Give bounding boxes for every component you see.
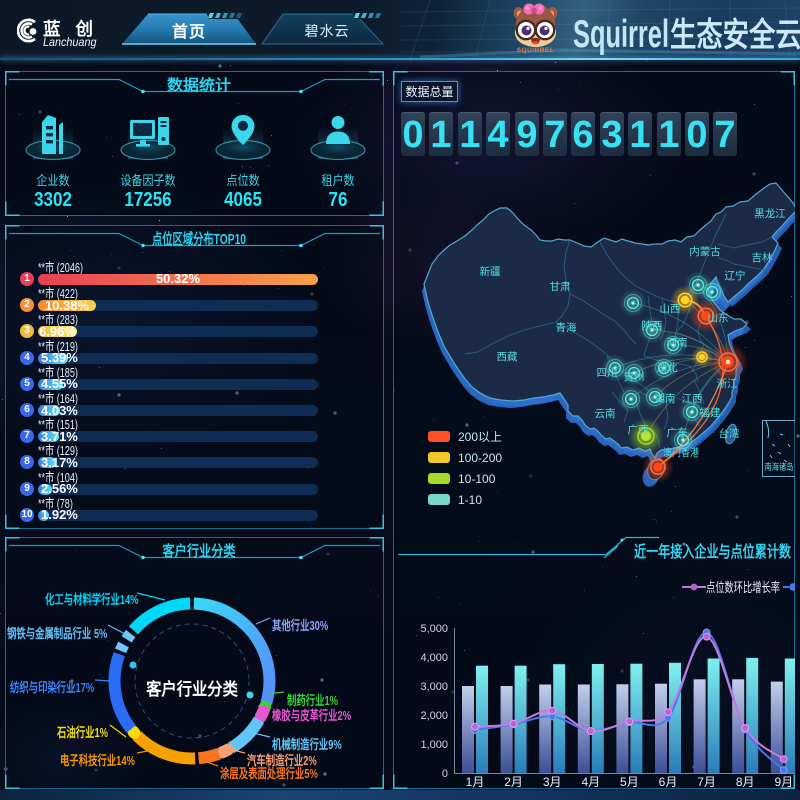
svg-text:湖南: 湖南	[655, 392, 676, 405]
svg-text:云南: 云南	[595, 407, 616, 420]
svg-text:广东: 广东	[667, 426, 688, 439]
svg-text:200以上: 200以上	[458, 430, 502, 444]
svg-text:陕西: 陕西	[642, 319, 663, 332]
svg-text:2,000: 2,000	[420, 710, 448, 722]
svg-text:福建: 福建	[700, 406, 721, 419]
svg-text:近一年接入企业与点位累计数: 近一年接入企业与点位累计数	[634, 542, 792, 561]
svg-text:贵州: 贵州	[624, 370, 645, 383]
svg-text:6月: 6月	[659, 775, 678, 789]
svg-text:数据统计: 数据统计	[167, 76, 231, 94]
svg-text:1月: 1月	[466, 775, 485, 789]
svg-text:Squirrel: Squirrel	[573, 13, 669, 56]
svg-text:江西: 江西	[682, 393, 703, 405]
svg-text:广西: 广西	[628, 424, 649, 436]
svg-text:7月: 7月	[697, 775, 716, 789]
svg-text:首页: 首页	[172, 22, 206, 41]
svg-text:5,000: 5,000	[420, 623, 448, 635]
svg-text:5月: 5月	[620, 775, 639, 789]
svg-text:碧水云: 碧水云	[305, 23, 350, 39]
svg-text:3月: 3月	[543, 775, 562, 789]
svg-text:西藏: 西藏	[497, 351, 518, 363]
svg-text:四川: 四川	[597, 367, 618, 379]
svg-text:9月: 9月	[774, 775, 793, 789]
svg-text:湖北: 湖北	[657, 362, 678, 374]
svg-text:2月: 2月	[504, 775, 523, 789]
svg-text:0: 0	[442, 768, 448, 780]
svg-text:山西: 山西	[660, 303, 681, 315]
svg-text:甘肃: 甘肃	[550, 280, 571, 293]
svg-text:南海诸岛: 南海诸岛	[765, 461, 794, 472]
svg-text:黑龙江: 黑龙江	[754, 207, 786, 220]
svg-text:吉林: 吉林	[752, 251, 773, 264]
svg-text:点位数环比增长率: 点位数环比增长率	[706, 580, 780, 595]
svg-text:1-10: 1-10	[458, 493, 482, 507]
svg-text:3,000: 3,000	[420, 681, 448, 693]
svg-text:客户行业分类: 客户行业分类	[162, 542, 237, 560]
svg-text:1,000: 1,000	[420, 739, 448, 751]
svg-text:新疆: 新疆	[480, 265, 501, 278]
svg-text:生态安全云平: 生态安全云平	[670, 16, 800, 53]
svg-text:浙江: 浙江	[717, 378, 738, 390]
svg-text:10-100: 10-100	[458, 472, 496, 486]
svg-text:辽宁: 辽宁	[725, 269, 746, 282]
svg-text:内蒙古: 内蒙古	[689, 245, 721, 258]
svg-text:台湾: 台湾	[719, 427, 740, 440]
svg-text:河南: 河南	[667, 336, 688, 349]
svg-text:100-200: 100-200	[458, 451, 502, 465]
svg-text:SQUIRREL: SQUIRREL	[517, 47, 555, 54]
svg-text:8月: 8月	[736, 775, 755, 789]
svg-text:4月: 4月	[581, 775, 600, 789]
svg-text:4,000: 4,000	[420, 652, 448, 664]
svg-text:山东: 山东	[708, 311, 729, 324]
svg-text:青海: 青海	[556, 321, 577, 334]
svg-text:澳门香港: 澳门香港	[663, 446, 699, 459]
svg-text:点位区域分布TOP10: 点位区域分布TOP10	[152, 230, 246, 248]
